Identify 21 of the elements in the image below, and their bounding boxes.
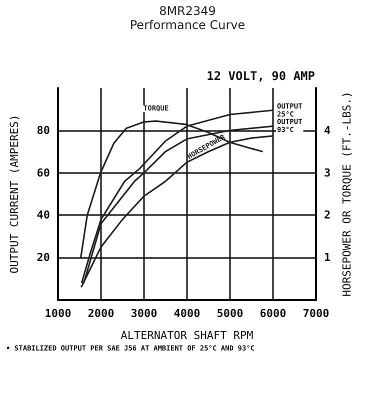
y2-tick-label: 2 xyxy=(324,208,331,222)
y-tick-label: 40 xyxy=(36,208,50,222)
y-tick-label: 20 xyxy=(36,251,50,264)
y2-tick-label: 4 xyxy=(324,124,331,137)
x-tick-label: 6000 xyxy=(260,307,286,320)
x-axis-title: ALTERNATOR SHAFT RPM xyxy=(120,329,254,342)
x-tick-label: 3000 xyxy=(130,307,158,320)
x-tick-label: 7000 xyxy=(302,307,330,320)
y-axis-title: OUTPUT CURRENT (AMPERES) xyxy=(8,114,21,274)
y-tick-label: 60 xyxy=(36,166,50,180)
chart-title: 8MR2349 xyxy=(159,4,216,18)
x-tick-label: 4000 xyxy=(174,307,200,320)
y2-tick-label: 1 xyxy=(324,251,331,264)
x-tick-label: 1000 xyxy=(44,307,72,320)
chart-subtitle: Performance Curve xyxy=(130,18,246,32)
y2-tick-label: 3 xyxy=(324,166,331,180)
x-tick-label: 2000 xyxy=(88,307,114,320)
text: 12 VOLT, 90 AMP xyxy=(206,69,316,83)
y-tick-label: 80 xyxy=(36,124,50,137)
y2-axis-title: HORSEPOWER OR TORQUE (FT.-LBS.) xyxy=(340,91,354,297)
x-tick-label: 5000 xyxy=(216,307,244,320)
